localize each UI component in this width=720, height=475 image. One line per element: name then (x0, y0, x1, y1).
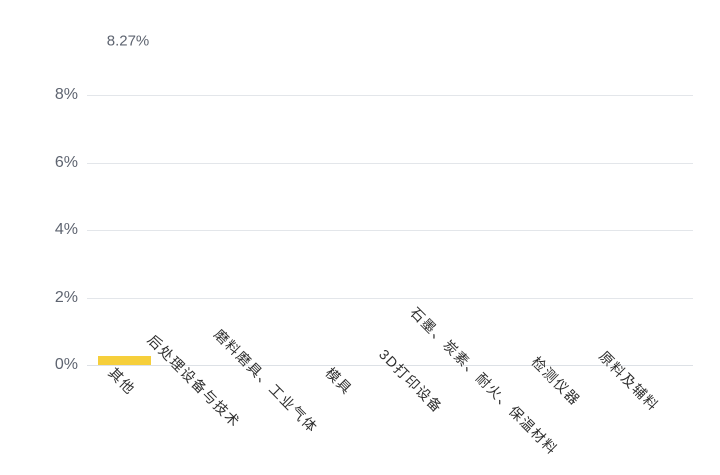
gridline (87, 162, 693, 164)
x-axis-line (87, 365, 693, 366)
y-axis-tick-label: 8% (54, 86, 78, 103)
x-axis-category-label: 石墨、炭素、耐火、保温材料 (406, 304, 561, 458)
gridline (87, 297, 693, 299)
y-axis-tick-label: 0% (54, 356, 78, 373)
bar-value-label: 8.27% (106, 32, 150, 50)
x-axis-category-label: 3D打印设备 (376, 346, 447, 416)
gridline (87, 95, 693, 96)
x-axis-category-label: 其他 (104, 364, 139, 398)
x-axis-category-label: 模具 (322, 364, 356, 398)
y-axis-tick-label: 6% (54, 153, 78, 171)
x-axis-category-label: 原料及辅料 (595, 347, 662, 415)
bar[interactable] (98, 356, 152, 365)
gridline (87, 230, 693, 231)
x-axis-category-label: 检测仪器 (528, 353, 584, 409)
y-axis-tick-label: 2% (54, 288, 78, 306)
y-axis-tick-label: 4% (54, 221, 78, 238)
